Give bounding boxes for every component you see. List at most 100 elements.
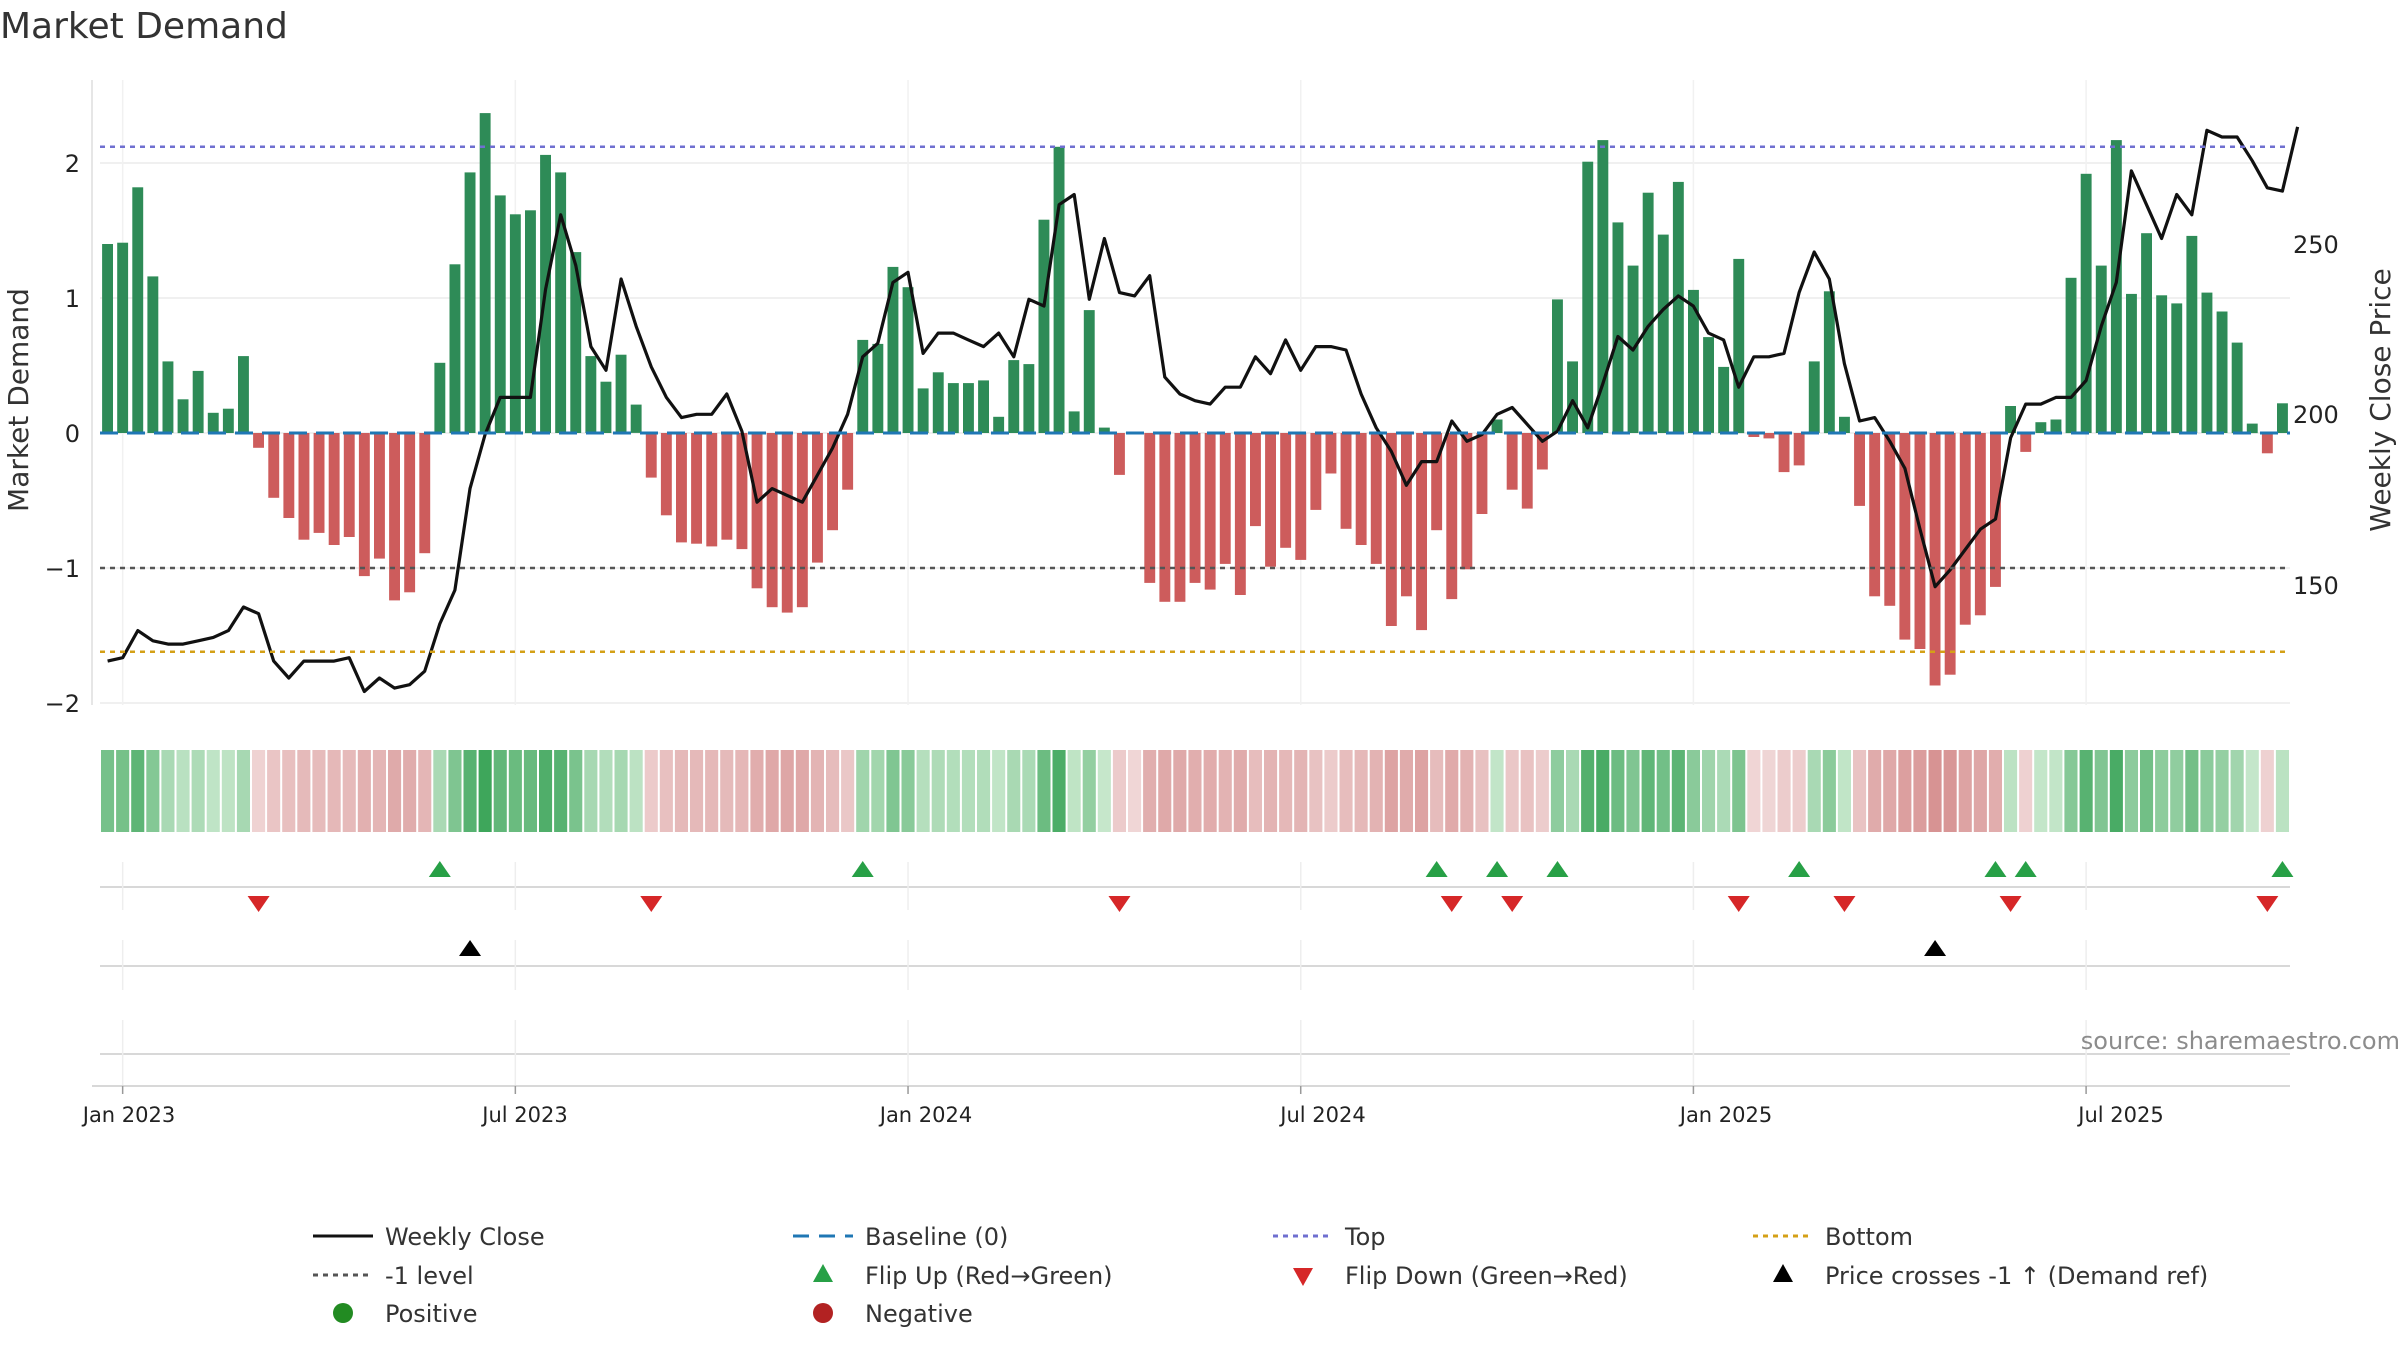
demand-strip-cell <box>1520 750 1534 832</box>
flip-up-marker <box>1546 861 1569 877</box>
demand-bar <box>1657 234 1669 433</box>
demand-bar <box>1159 433 1171 602</box>
demand-strip-cell <box>448 750 462 832</box>
demand-strip-cell <box>1399 750 1413 832</box>
demand-strip-cell <box>2230 750 2244 832</box>
flip-down-marker <box>1999 896 2022 912</box>
demand-strip-cell <box>841 750 855 832</box>
demand-strip-cell <box>720 750 734 832</box>
demand-bar <box>374 433 385 559</box>
legend-negative-dot-icon <box>813 1303 833 1323</box>
demand-strip-cell <box>1369 750 1383 832</box>
demand-bar <box>600 381 612 433</box>
demand-bar <box>207 412 219 434</box>
demand-bar <box>1068 411 1080 433</box>
demand-strip-cell <box>1656 750 1670 832</box>
demand-strip-cell <box>1777 750 1791 832</box>
demand-strip-cell <box>221 750 235 832</box>
demand-bar <box>2141 233 2152 433</box>
legend-label: Price crosses -1 ↑ (Demand ref) <box>1825 1262 2208 1290</box>
demand-bar <box>1748 433 1760 437</box>
demand-bar <box>706 433 718 547</box>
demand-strip-cell <box>1475 750 1489 832</box>
demand-bar <box>676 433 687 543</box>
demand-bar <box>1884 433 1896 606</box>
demand-bar <box>192 370 204 433</box>
demand-bar <box>1612 222 1624 433</box>
demand-bar <box>2050 419 2062 433</box>
x-tick-label: Jul 2024 <box>1278 1103 1365 1127</box>
demand-bar <box>1688 289 1699 433</box>
demand-bar <box>1083 310 1095 433</box>
demand-strip-cell <box>1354 750 1368 832</box>
demand-strip-cell <box>1853 750 1867 832</box>
x-tick-label: Jul 2025 <box>2076 1103 2163 1127</box>
demand-strip-cell <box>191 750 205 832</box>
demand-bar <box>857 339 869 433</box>
demand-bar <box>177 399 189 434</box>
flip-up-marker <box>851 861 874 877</box>
demand-strip-cell <box>1143 750 1157 832</box>
demand-bar <box>963 383 974 434</box>
demand-strip-cell <box>1988 750 2002 832</box>
demand-bar <box>434 362 446 433</box>
demand-bar <box>1778 433 1790 473</box>
demand-bar <box>1703 337 1714 433</box>
legend-label: -1 level <box>385 1262 474 1290</box>
demand-strip-cell <box>674 750 688 832</box>
demand-strip-cell <box>871 750 885 832</box>
demand-bar <box>1567 361 1578 433</box>
demand-strip-cell <box>614 750 628 832</box>
demand-bar <box>1899 433 1911 640</box>
demand-strip-cell <box>1973 750 1987 832</box>
demand-bar <box>1718 366 1730 434</box>
demand-strip-cell <box>2019 750 2033 832</box>
demand-strip-cell <box>478 750 492 832</box>
demand-strip-cell <box>388 750 402 832</box>
demand-bar <box>2171 303 2183 433</box>
demand-strip-cell <box>342 750 356 832</box>
demand-bar <box>1506 433 1518 490</box>
demand-bar <box>298 433 310 540</box>
legend-label: Weekly Close <box>385 1223 545 1251</box>
legend: Weekly Close Baseline (0) Top Bottom -1 … <box>313 1223 2208 1328</box>
x-tick-label: Jul 2023 <box>480 1103 567 1127</box>
demand-strip-cell <box>1188 750 1202 832</box>
demand-bar <box>389 433 400 601</box>
demand-strip-cell <box>705 750 719 832</box>
legend-flip-up-icon <box>813 1264 833 1282</box>
demand-strip-cell <box>886 750 900 832</box>
demand-strip-cell <box>1007 750 1021 832</box>
demand-bar <box>479 113 491 433</box>
demand-bar <box>328 433 340 545</box>
demand-bar <box>2065 277 2077 434</box>
demand-bar <box>1959 433 1971 625</box>
demand-strip-cell <box>1112 750 1126 832</box>
chart-title: Market Demand <box>0 6 288 47</box>
demand-strip-cell <box>1279 750 1293 832</box>
demand-bar <box>2231 342 2243 434</box>
legend-flip-down-icon <box>1293 1268 1313 1286</box>
demand-bar <box>1234 433 1246 595</box>
demand-strip-cell <box>569 750 583 832</box>
demand-bar <box>2035 422 2047 433</box>
demand-bar <box>721 433 733 540</box>
demand-bar <box>555 172 567 433</box>
demand-bar <box>283 433 295 518</box>
demand-bar <box>1295 433 1307 560</box>
demand-bar <box>2261 433 2273 454</box>
demand-bar <box>2005 406 2016 433</box>
demand-bar <box>660 433 672 516</box>
demand-bar <box>872 343 884 433</box>
demand-bar <box>2216 311 2228 433</box>
demand-strip-cell <box>1324 750 1338 832</box>
demand-strip-cell <box>1415 750 1429 832</box>
reference-lines <box>100 145 2290 653</box>
demand-strip-cell <box>372 750 386 832</box>
demand-strip-cell <box>2185 750 2199 832</box>
demand-bar <box>2020 433 2032 452</box>
demand-bar <box>494 195 506 433</box>
flip-up-marker <box>2014 861 2037 877</box>
demand-bar <box>751 433 763 589</box>
demand-strip-cell <box>1097 750 1111 832</box>
